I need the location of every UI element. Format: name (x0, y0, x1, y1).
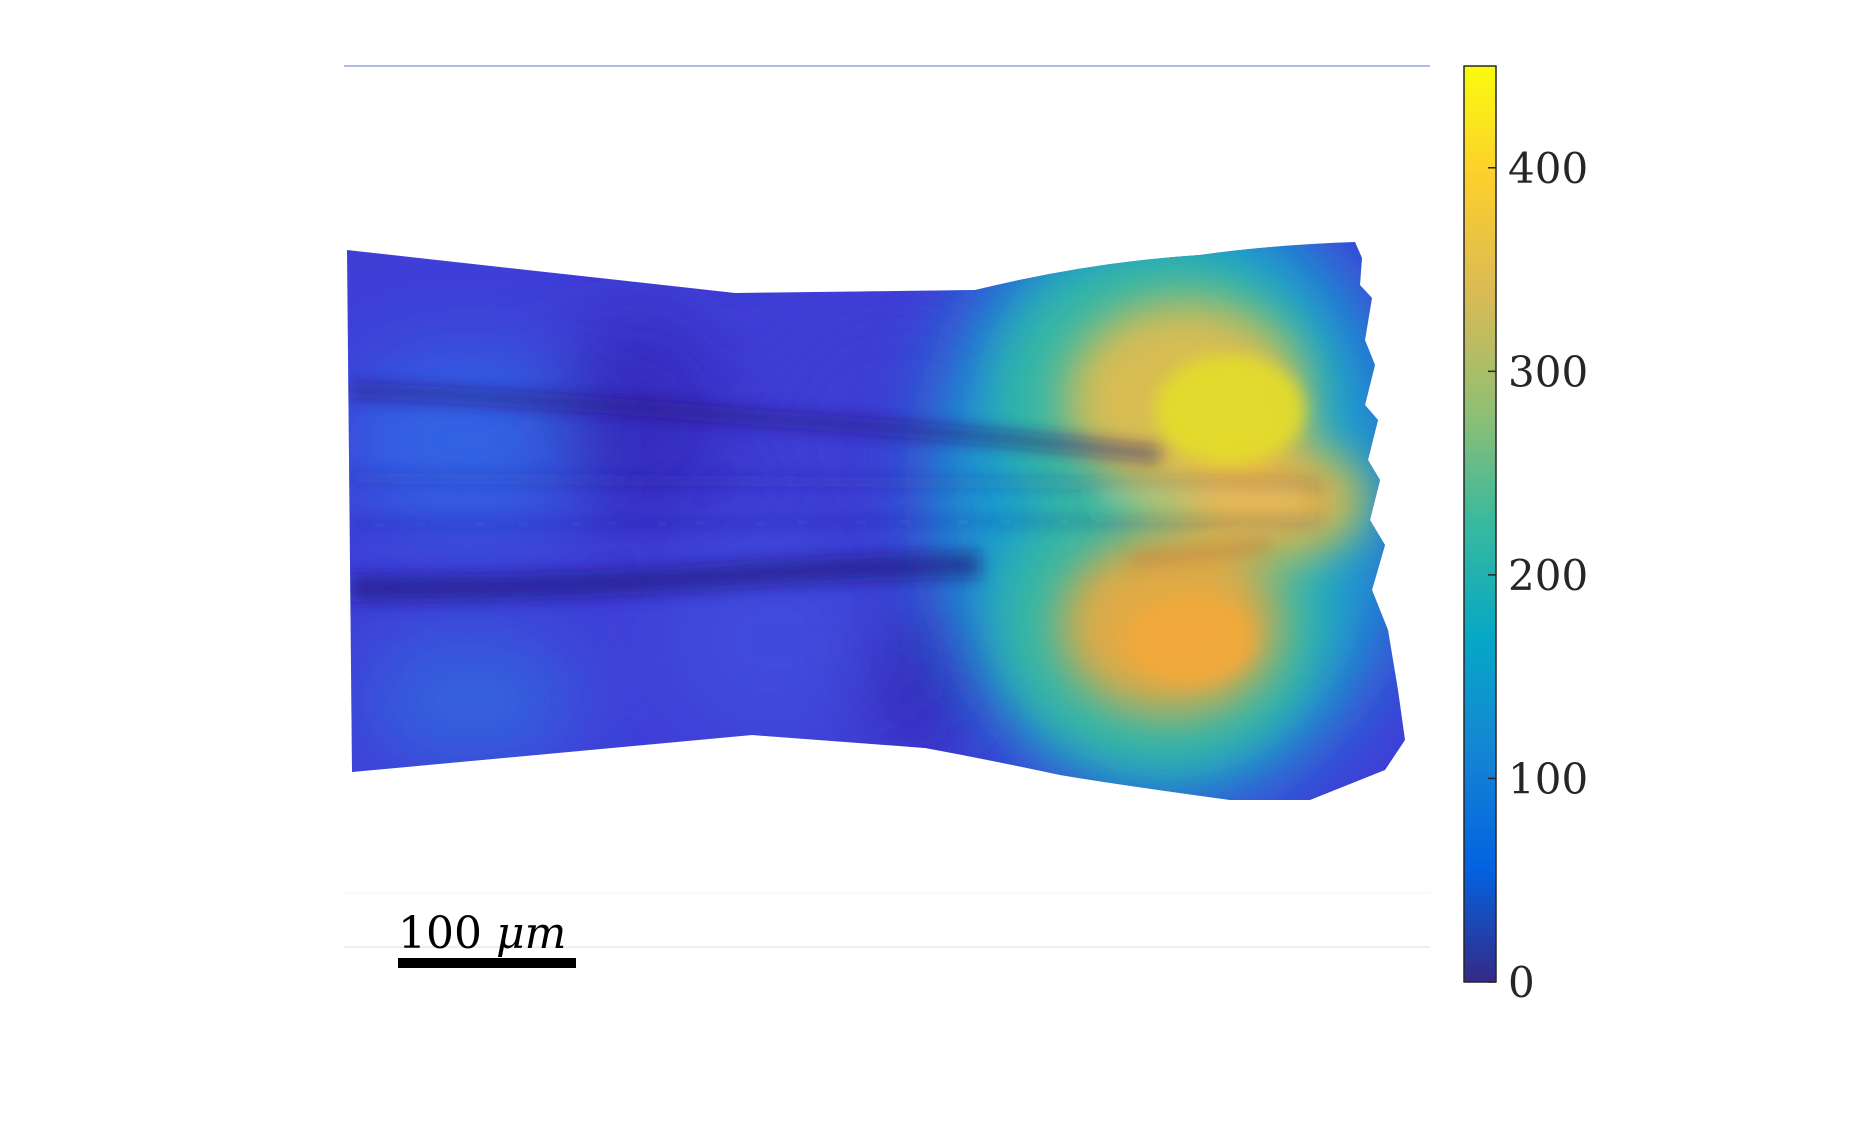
colorbar-tick-label: 400 (1508, 144, 1588, 193)
scale-bar-label: 100 μm (398, 908, 566, 959)
scale-bar: 100 μm (398, 908, 576, 968)
colorbar-tick-label: 200 (1508, 551, 1588, 600)
scale-bar-number: 100 (398, 908, 482, 959)
colorbar: 0 100 200 300 400 (1463, 65, 1588, 1007)
colorbar-tick-label: 100 (1508, 754, 1588, 803)
colorbar-tick-label: 0 (1508, 958, 1535, 1007)
hotspot-peak (1125, 355, 1305, 685)
scale-bar-line (398, 958, 576, 968)
heatmap-field (347, 242, 1405, 800)
track-texture (349, 382, 1321, 602)
scale-bar-gap (482, 908, 496, 959)
colorbar-tick-label: 300 (1508, 347, 1588, 396)
colorbar-ticks: 0 100 200 300 400 (1488, 144, 1588, 1007)
scale-bar-unit: μm (496, 908, 566, 959)
colorbar-bar (1463, 65, 1497, 983)
